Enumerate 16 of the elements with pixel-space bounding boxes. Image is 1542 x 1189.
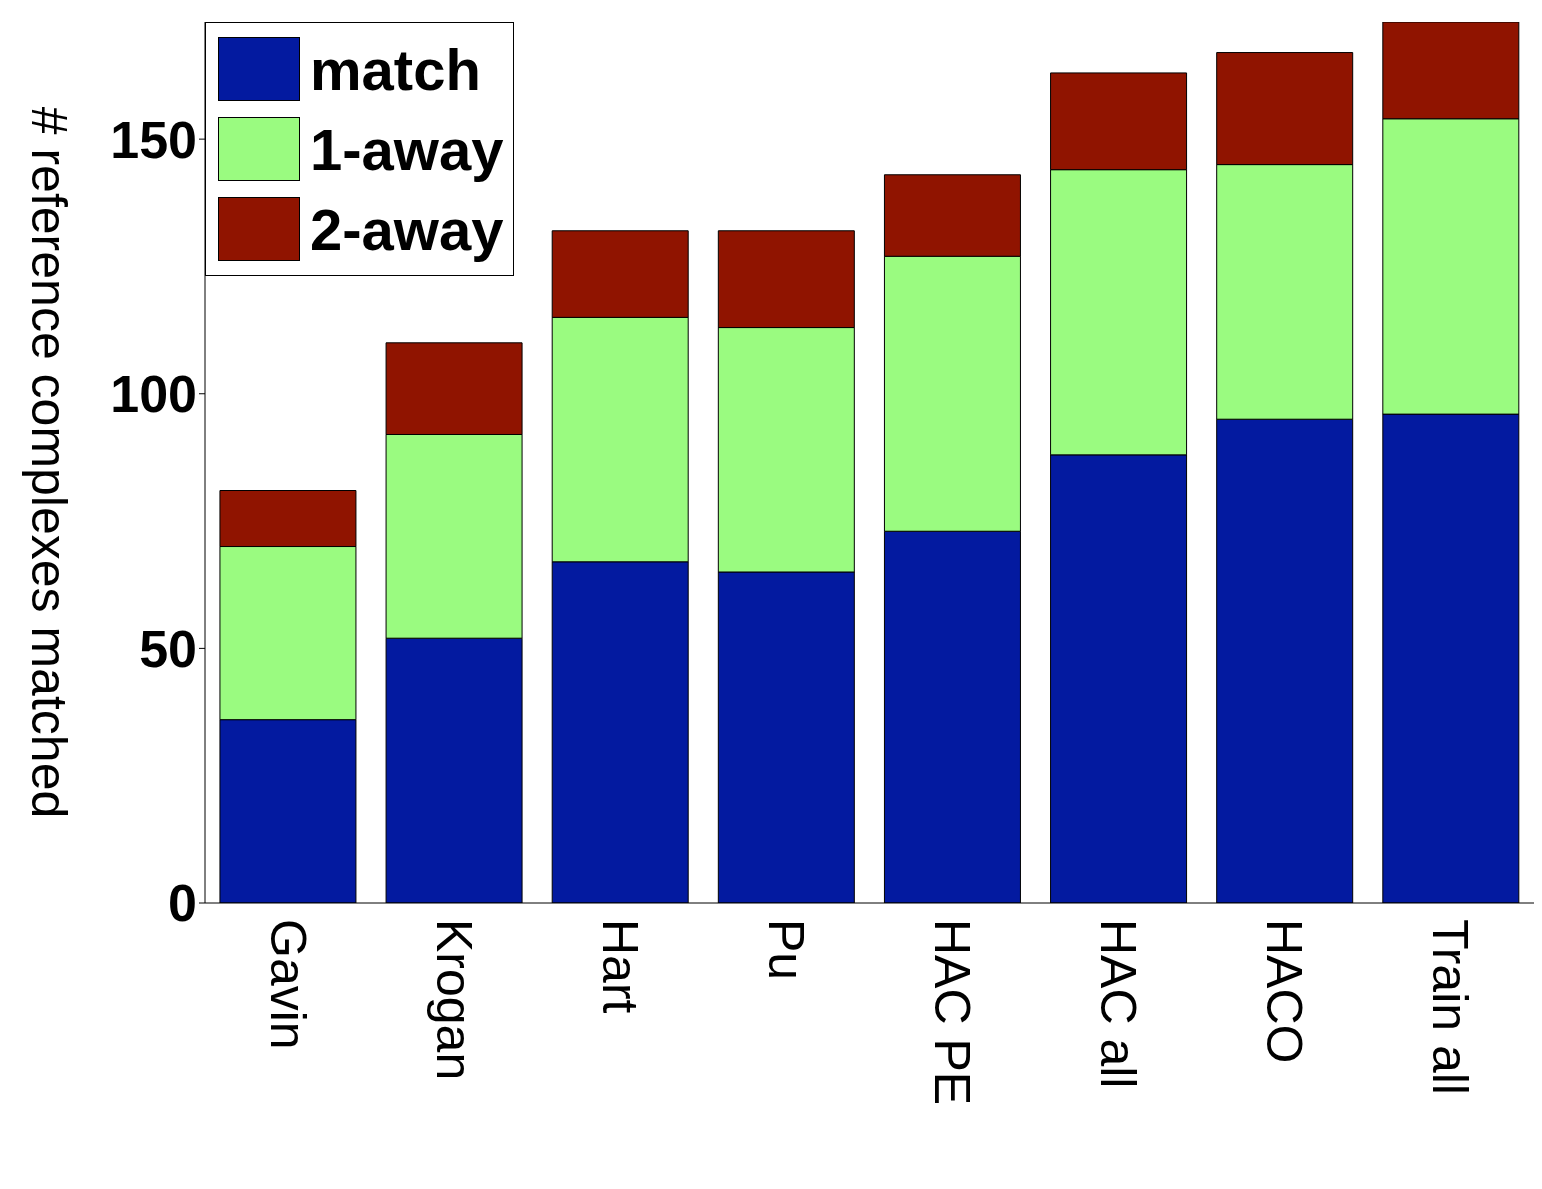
x-tick-label: HAC PE <box>924 919 981 1106</box>
legend-label: 1-away <box>310 115 504 183</box>
legend-label: match <box>310 35 481 103</box>
x-tick-label: Train all <box>1422 919 1479 1095</box>
y-tick-label: 150 <box>110 110 197 169</box>
x-tick-label: Krogan <box>425 919 482 1081</box>
x-tick-label: Hart <box>591 919 648 1014</box>
y-tick-label: 100 <box>110 365 197 424</box>
y-tick-label: 50 <box>139 619 197 678</box>
x-tick-label: Pu <box>757 919 814 981</box>
y-tick-label: 0 <box>168 874 197 933</box>
x-tick-label: HAC all <box>1090 919 1147 1089</box>
x-tick-label: HACO <box>1256 919 1313 1064</box>
legend-label: 2-away <box>310 195 504 263</box>
y-axis-title: # reference complexes matched <box>21 106 78 819</box>
x-tick-label: Gavin <box>259 919 316 1050</box>
